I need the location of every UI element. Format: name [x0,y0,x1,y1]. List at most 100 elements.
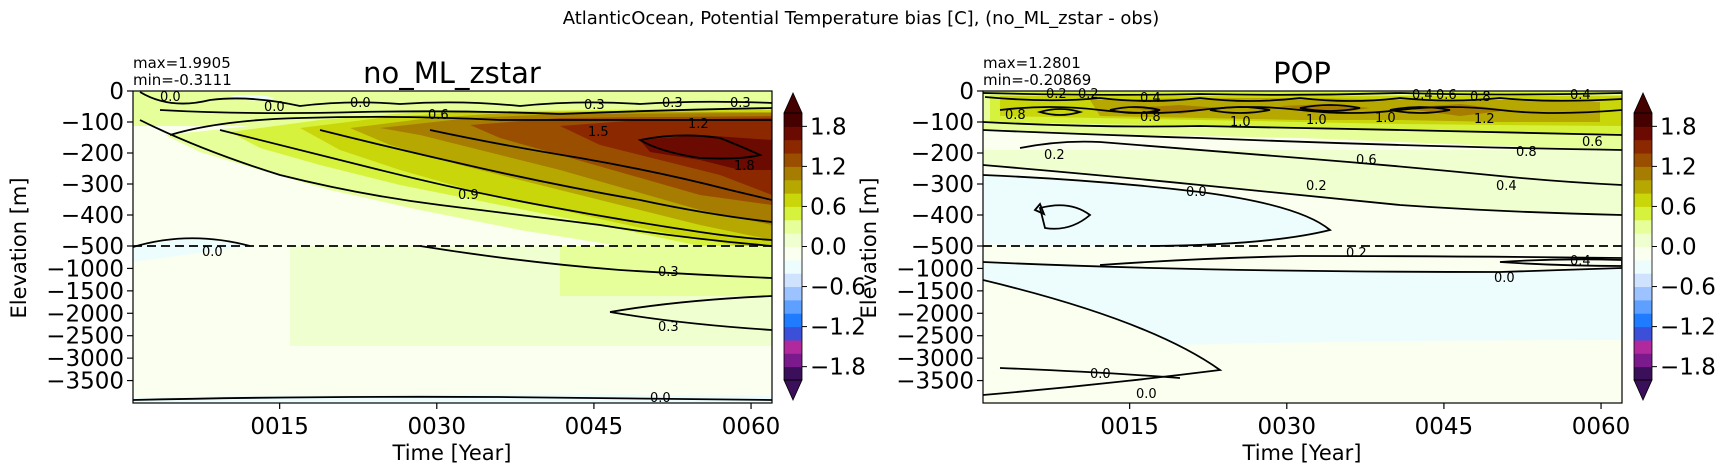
panel-1-contour-label: 0.6 [1356,153,1377,168]
colorbar-tick-label: −1.2 [1660,315,1716,341]
x-tick-label: 0060 [722,414,781,440]
panel-1-colorbar-segments [1633,92,1653,401]
colorbar-tick-label: −1.8 [810,355,866,381]
panel-1-contour-label: 0.2 [1306,179,1327,194]
colorbar-extend-min [783,379,803,401]
colorbar-tick-label: 1.8 [1660,114,1697,140]
panel-0-contour-label: 1.2 [688,117,709,132]
x-tick-label: 0015 [1100,414,1159,440]
colorbar-segment [784,179,802,194]
figure-suptitle: AtlanticOcean, Potential Temperature bia… [563,8,1160,29]
panel-0-contour-label: 0.0 [202,245,223,260]
colorbar-segment [784,299,802,314]
panel-0-contour-label: 0.3 [730,96,751,111]
panel-1-contour-label: 1.0 [1306,113,1327,128]
colorbar-segment [784,139,802,154]
panel-0-field [133,91,772,403]
panel-1-contour-label: 0.4 [1140,91,1161,106]
y-tick-label: −1000 [896,256,974,282]
panel-0-x-axis: 0015 0030 0045 0060 Time [Year] [250,403,780,465]
panel-1-contour-label: 1.0 [1375,111,1396,126]
colorbar-segment [1634,166,1652,181]
colorbar-segment [784,193,802,207]
x-tick-label: 0030 [1258,414,1317,440]
colorbar-segment [1634,246,1652,261]
panel-1-contour-label: 0.2 [1346,246,1367,261]
y-tick-label: −200 [61,141,124,167]
colorbar-segment [784,259,802,274]
colorbar-segment [1634,353,1652,368]
panel-0-contour-label: 0.3 [658,320,679,335]
colorbar-segment [1634,273,1652,288]
y-tick-label: −2000 [896,301,974,327]
panel-0-y-ticks: 0 −100 −200 −300 −400 −500−1000−1500−2000−250… [46,79,133,395]
panel-0-plot-area: 0.0 0.0 0.0 0.3 0.3 0.3 0.6 1.5 1.2 1.8 … [132,90,773,406]
y-tick-label: −3500 [46,369,124,395]
panel-1-x-ticks: 0015 0030 0045 0060 [1100,403,1630,440]
panel-0-contour-label: 0.0 [160,90,181,105]
panel-0-colorbar-segments [783,92,803,401]
panel-1-contour-lines [983,92,1622,396]
panel-1-contour-label: 0.8 [1516,145,1537,160]
colorbar-segment [1634,153,1652,167]
panel-1-contour-label: 0.4 [1496,179,1517,194]
panel-1-contour-label: 0.8 [1470,90,1491,105]
panel-1-colorbar: −1.8 −1.2 −0.6 0.0 0.6 1.2 1.8 [1633,92,1716,401]
colorbar-tick-label: 1.2 [1660,154,1697,180]
panel-0-colorbar-ticks: −1.8 −1.2 −0.6 0.0 0.6 1.2 1.8 [802,114,866,381]
panel-0-contour-labels: 0.0 0.0 0.0 0.3 0.3 0.3 0.6 1.5 1.2 1.8 … [160,90,755,406]
panel-1-contour-label: 0.6 [1436,88,1457,103]
panel-1-contour-label: 0.0 [1186,185,1207,200]
panel-1-contour-label: 0.0 [1136,387,1157,402]
x-tick-label: 0045 [1415,414,1474,440]
colorbar-segment [1634,206,1652,221]
colorbar-segment [1634,193,1652,207]
panel-1-contour-label: 0.6 [1582,135,1603,150]
colorbar-segment [784,166,802,181]
panel-0-contour-label: 0.3 [584,98,605,113]
panel-1-xlabel: Time [Year] [1242,441,1362,465]
y-tick-label: 0 [959,79,974,105]
colorbar-segment [1634,179,1652,194]
colorbar-segment [784,206,802,221]
colorbar-tick-label: −1.8 [1660,355,1716,381]
colorbar-segment [784,153,802,167]
colorbar-segment [1634,126,1652,141]
colorbar-tick-label: 0.6 [1660,194,1697,220]
panel-1-contour-label: 0.2 [1046,87,1067,102]
panel-1-contour-label: 1.2 [1474,112,1495,127]
panel-0-title: no_ML_zstar [363,56,541,90]
colorbar-segment [1634,233,1652,247]
colorbar-segment [784,219,802,234]
y-tick-label: −1500 [46,279,124,305]
panel-0-contour-label: 0.9 [458,188,479,203]
panel-0-contour-label: 0.6 [428,108,449,123]
x-tick-label: 0045 [565,414,624,440]
panel-1-contour-label: 0.0 [1090,367,1111,382]
y-tick-label: −2500 [896,324,974,350]
colorbar-extend-max [783,92,803,114]
panel-1-y-axis: 0 −100 −200 −300 −400 −500−1000−1500−2000−250… [857,79,983,395]
colorbar-segment [784,273,802,288]
panel-1-contour-label: 0.8 [1140,110,1161,125]
panel-0-contour-label: 1.8 [734,159,755,174]
panel-0-axes-frame [132,90,773,404]
y-tick-label: 0 [109,79,124,105]
panel-0-x-ticks: 0015 0030 0045 0060 [250,403,780,440]
panel-1-contour-label: 1.0 [1230,115,1251,130]
y-tick-label: −100 [61,110,124,136]
colorbar-segment [1634,113,1652,127]
colorbar-tick-label: 0.6 [810,194,847,220]
y-tick-label: −500 [911,234,974,260]
panel-0-y-axis: 0 −100 −200 −300 −400 −500−1000−1500−2000−250… [7,79,133,395]
colorbar-segment [784,286,802,301]
panel-1-field [983,91,1622,403]
x-tick-label: 0015 [250,414,309,440]
panel-0-min-label: min=-0.3111 [133,71,232,89]
colorbar-segment [784,353,802,368]
y-tick-label: −3000 [896,346,974,372]
colorbar-segment [1634,259,1652,274]
y-tick-label: −300 [911,172,974,198]
y-tick-label: −100 [911,110,974,136]
